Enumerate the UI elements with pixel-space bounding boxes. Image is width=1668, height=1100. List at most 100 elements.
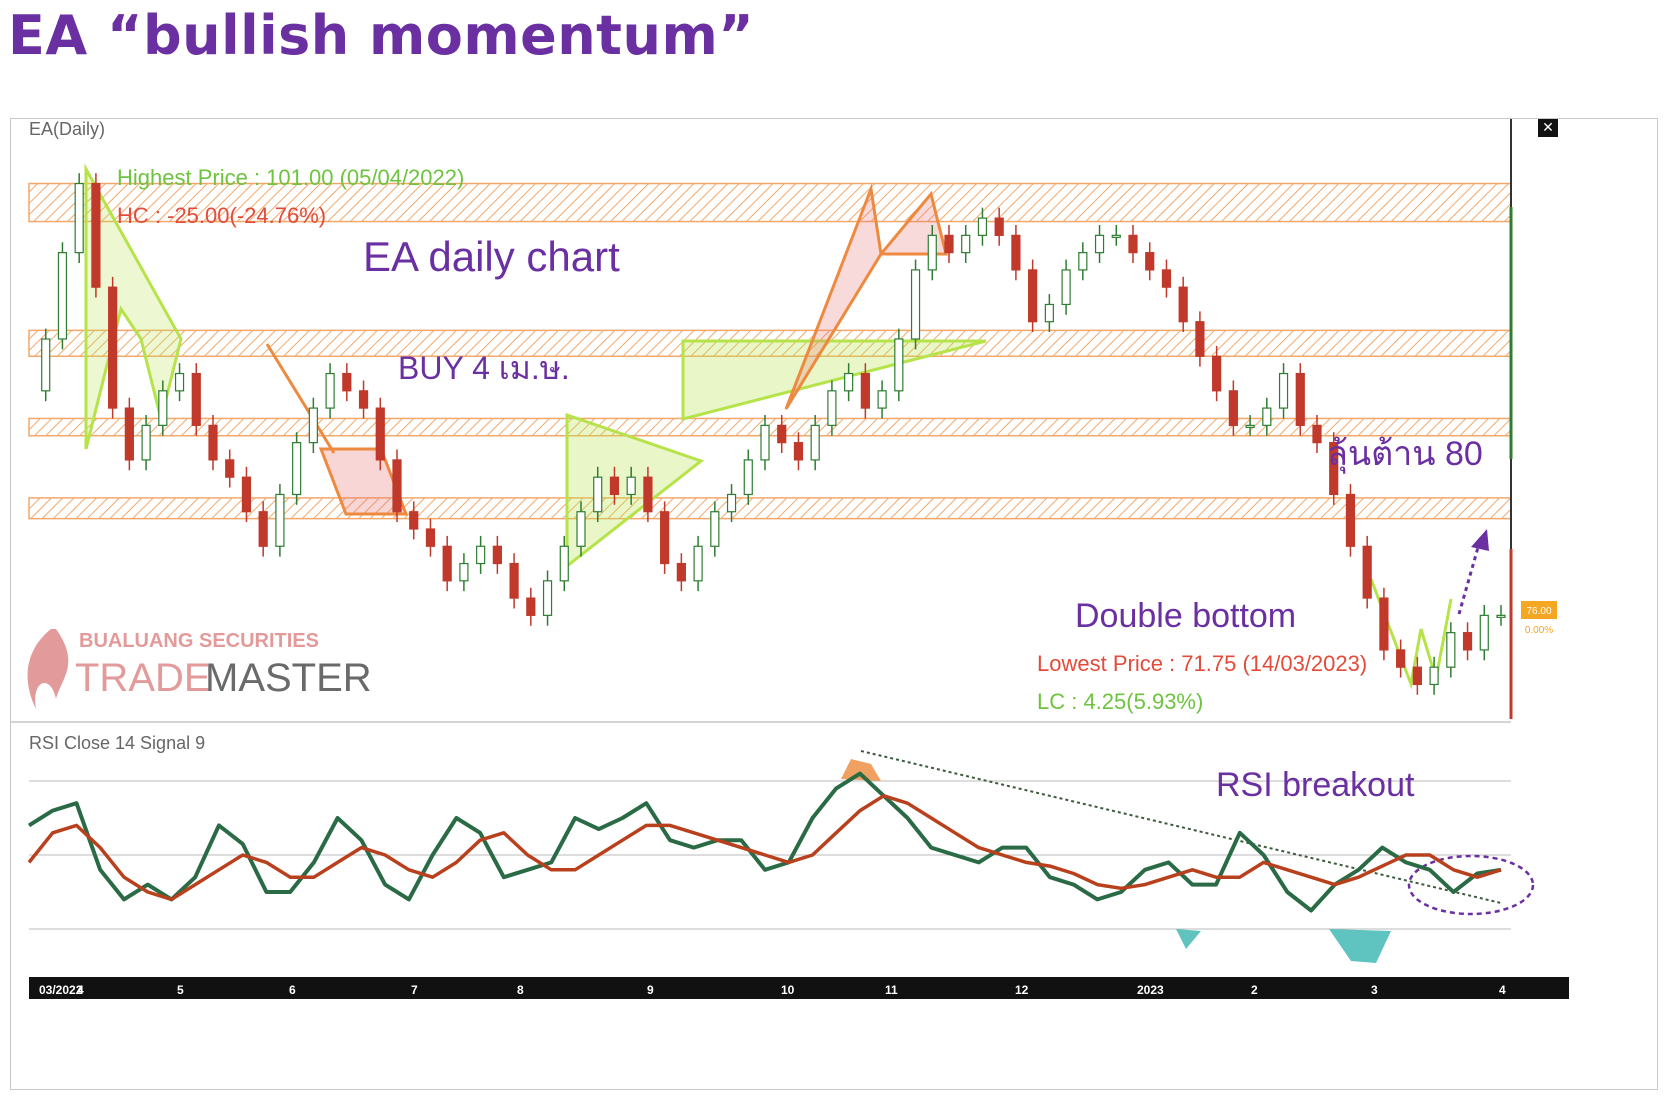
rsi-signal-line [27, 794, 1502, 902]
candle-body [241, 476, 252, 513]
candle-body [191, 372, 201, 426]
price-panel-title: EA(Daily) [29, 119, 105, 139]
rsi-lines [27, 771, 1502, 913]
chart-svg: EA(Daily) Highest Price : 101.00 (05/04/… [11, 117, 1569, 999]
candle-body [1362, 545, 1372, 599]
candle-body [743, 459, 753, 496]
candle-body [1228, 390, 1238, 426]
flag-pole [265, 343, 336, 454]
candle-body [977, 217, 988, 236]
x-tick-label: 2023 [1137, 983, 1164, 997]
resistance-zone-1 [28, 182, 1512, 223]
candle-body [1178, 286, 1188, 323]
candle-body [375, 407, 385, 461]
last-price: 76.00 [1526, 606, 1551, 617]
candle-body [1412, 666, 1422, 686]
chart-label: EA daily chart [363, 233, 620, 280]
candle-body [1028, 269, 1038, 323]
x-tick-label: 3 [1371, 983, 1378, 997]
candle-body [526, 597, 536, 616]
candle-body [1145, 252, 1155, 271]
candle-body [777, 424, 787, 444]
candle-body [1429, 666, 1439, 686]
candle-body [944, 234, 954, 254]
candle-body [844, 372, 854, 392]
rsi-trendline [860, 750, 1502, 904]
candle-body [292, 442, 302, 496]
highest-price-label: Highest Price : 101.00 (05/04/2022) [117, 165, 464, 190]
rsi-panel-title: RSI Close 14 Signal 9 [29, 733, 205, 753]
candle-body [91, 182, 101, 288]
candle-body [810, 424, 820, 461]
resistance-zone-4 [28, 497, 1512, 520]
candle-body [141, 424, 151, 461]
candle-body [258, 511, 268, 547]
candle-body [559, 545, 569, 582]
candle-body [57, 252, 68, 340]
candle-body [643, 476, 653, 513]
candle-body [660, 511, 670, 565]
candle-body [358, 390, 369, 409]
candle-body [1396, 649, 1406, 668]
candle-body [1078, 252, 1088, 271]
candle-body [693, 545, 703, 582]
resist-label: ลุ้นต้าน 80 [1327, 435, 1483, 474]
lc-label: LC : 4.25(5.93%) [1037, 689, 1203, 714]
x-tick-label: 7 [411, 983, 418, 997]
last-price-tag [1521, 601, 1557, 619]
rsi-breakout-label: RSI breakout [1216, 766, 1415, 804]
candle-body [626, 476, 636, 496]
candlesticks [41, 173, 1506, 695]
wedge-pattern [681, 339, 987, 421]
candle-body [576, 511, 586, 547]
candle-body [1161, 269, 1172, 288]
x-tick-label: 03/2022 [39, 983, 83, 997]
candle-body [1195, 321, 1205, 357]
buy-label: BUY 4 เม.ษ. [398, 350, 570, 386]
candle-body [1379, 597, 1389, 651]
candle-body [1245, 424, 1255, 428]
candle-body [927, 234, 937, 271]
candle-body [509, 562, 519, 599]
candle-body [994, 217, 1004, 236]
tradermaster-logo: BUALUANG SECURITIES TRADE MASTER [27, 629, 372, 709]
hc-label: HC : -25.00(-24.76%) [117, 203, 326, 228]
candle-body [108, 286, 118, 409]
candle-body [793, 442, 804, 461]
candle-body [158, 390, 168, 426]
candle-body [676, 562, 686, 582]
candle-body [760, 424, 770, 461]
logo-line1: BUALUANG SECURITIES [79, 630, 319, 652]
pattern-overlays [84, 163, 1489, 690]
x-tick-label: 2 [1251, 983, 1258, 997]
candle-body [860, 372, 870, 409]
candle-body [542, 580, 553, 616]
candle-body [124, 407, 134, 461]
rsi-oversold-fill-1 [1176, 929, 1201, 949]
candle-body [492, 545, 502, 565]
candle-body [308, 407, 318, 444]
candle-body [1044, 303, 1054, 323]
candle-body [442, 545, 452, 582]
resistance-zone-3 [28, 417, 1512, 437]
breakout-arrow-line [1457, 536, 1483, 615]
candle-body [827, 390, 837, 426]
candle-body [1128, 234, 1138, 254]
candle-body [910, 269, 921, 340]
candle-body [1212, 355, 1222, 392]
x-tick-label: 4 [1499, 983, 1506, 997]
logo-line2a: TRADE [75, 656, 211, 700]
close-panel-button[interactable] [1538, 117, 1558, 137]
candle-body [225, 459, 235, 478]
rsi-overbought-fill [841, 759, 881, 781]
candle-body [877, 390, 887, 409]
chart-frame: EA(Daily) Highest Price : 101.00 (05/04/… [10, 117, 1658, 1090]
candle-body [342, 372, 352, 392]
double-bottom-pattern [1369, 578, 1453, 690]
x-tick-label: 4 [77, 983, 84, 997]
candle-body [476, 545, 486, 565]
last-change: 0.00% [1525, 625, 1553, 636]
candle-body [392, 459, 402, 513]
candle-body [275, 493, 285, 547]
